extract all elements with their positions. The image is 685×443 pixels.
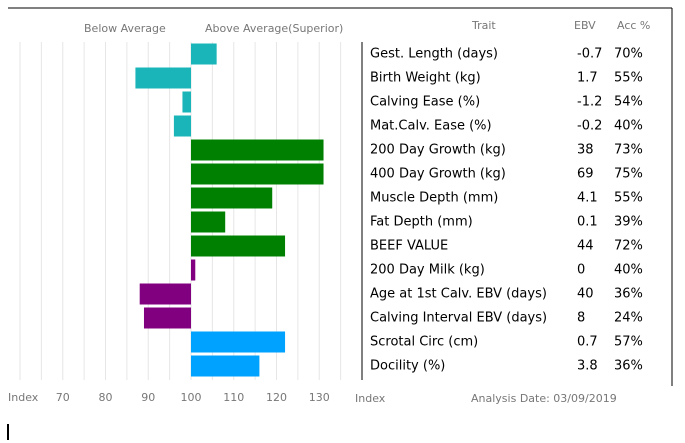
bar [135, 67, 191, 89]
trait: Scrotal Circ (cm) [370, 335, 478, 350]
ebv: 8 [577, 311, 585, 326]
trait: Fat Depth (mm) [370, 215, 473, 230]
x-tick-label: 100 [181, 391, 202, 404]
bar [191, 259, 196, 281]
analysis-date: Analysis Date: 03/09/2019 [471, 392, 617, 405]
axis-label: Index [8, 391, 39, 404]
bar [191, 139, 324, 161]
bar [191, 163, 324, 185]
bar [191, 211, 226, 233]
ebv: 4.1 [577, 191, 598, 206]
acc: 54% [614, 95, 643, 110]
acc: 40% [614, 263, 643, 278]
acc: 36% [614, 287, 643, 302]
x-tick-label: 90 [141, 391, 155, 404]
ebv: 40 [577, 287, 594, 302]
trait: 400 Day Growth (kg) [370, 167, 506, 182]
col-trait: Trait [471, 19, 496, 32]
acc: 70% [614, 47, 643, 62]
x-tick-label: 70 [56, 391, 70, 404]
bar [173, 115, 191, 137]
col-ebv: EBV [574, 19, 596, 32]
acc: 55% [614, 71, 643, 86]
bar [191, 187, 273, 209]
ebv: 0.1 [577, 215, 598, 230]
bar [182, 91, 191, 113]
ebv: -1.2 [577, 95, 602, 110]
acc: 55% [614, 191, 643, 206]
ebv: 0 [577, 263, 585, 278]
ebv: 3.8 [577, 359, 598, 374]
acc: 57% [614, 335, 643, 350]
x-tick-label: 110 [223, 391, 244, 404]
acc: 73% [614, 143, 643, 158]
ebv: 1.7 [577, 71, 598, 86]
trait: Gest. Length (days) [370, 47, 498, 62]
bar [143, 307, 191, 329]
acc: 72% [614, 239, 643, 254]
header-right: Above Average(Superior) [205, 22, 343, 35]
trait: Age at 1st Calv. EBV (days) [370, 287, 547, 302]
ebv: 0.7 [577, 335, 598, 350]
trait: 200 Day Milk (kg) [370, 263, 485, 278]
trait: Mat.Calv. Ease (%) [370, 119, 492, 134]
ebv: 69 [577, 167, 594, 182]
trait: 200 Day Growth (kg) [370, 143, 506, 158]
trait: Birth Weight (kg) [370, 71, 481, 86]
ebv: 44 [577, 239, 594, 254]
bar [191, 331, 286, 353]
header-left: Below Average [84, 22, 166, 35]
trait: Muscle Depth (mm) [370, 191, 498, 206]
bar [191, 43, 217, 65]
trait: BEEF VALUE [370, 239, 448, 254]
x-tick-label: 130 [309, 391, 330, 404]
x-tick-label: 80 [99, 391, 113, 404]
acc: 75% [614, 167, 643, 182]
acc: 39% [614, 215, 643, 230]
col-acc: Acc % [617, 19, 650, 32]
ebv: 38 [577, 143, 594, 158]
trait: Docility (%) [370, 359, 445, 374]
trait: Calving Interval EBV (days) [370, 311, 547, 326]
table-axis-label: Index [355, 392, 386, 405]
ebv: -0.7 [577, 47, 602, 62]
x-tick-label: 120 [266, 391, 287, 404]
trait: Calving Ease (%) [370, 95, 480, 110]
bar [191, 355, 260, 377]
ebv: -0.2 [577, 119, 602, 134]
bar [191, 235, 286, 257]
acc: 36% [614, 359, 643, 374]
acc: 24% [614, 311, 643, 326]
bar [139, 283, 191, 305]
acc: 40% [614, 119, 643, 134]
